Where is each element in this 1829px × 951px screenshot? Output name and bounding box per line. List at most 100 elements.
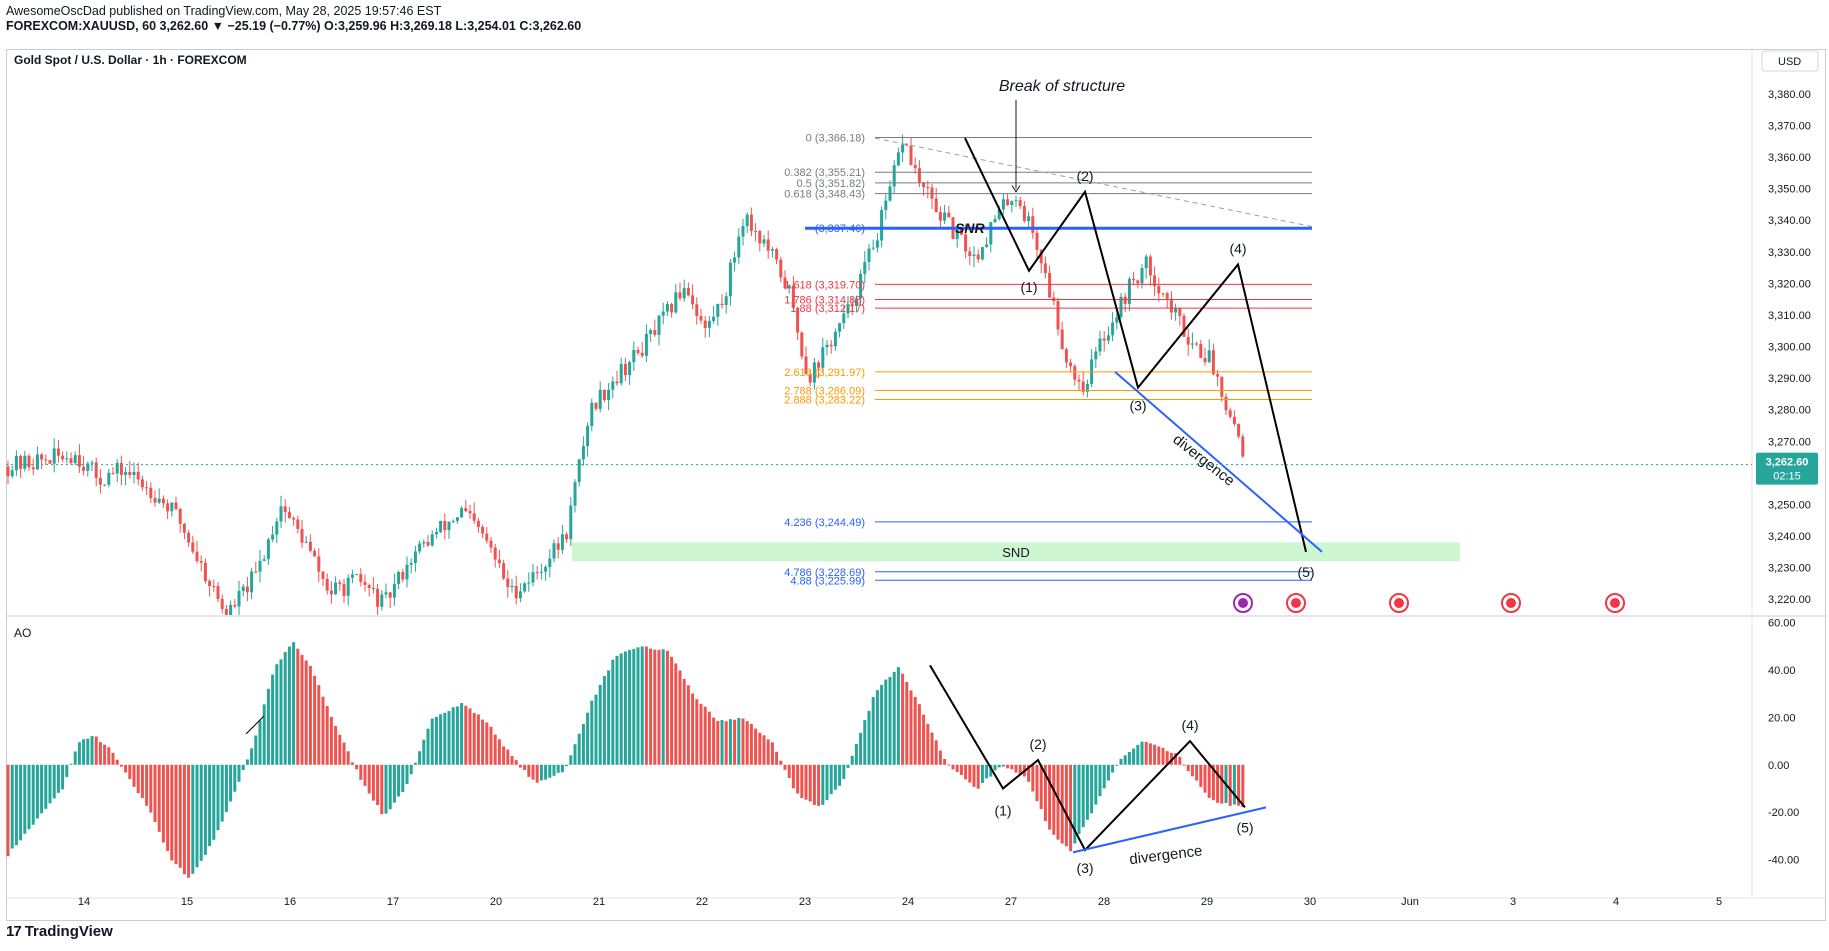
candle-body xyxy=(518,591,522,599)
candle xyxy=(203,558,207,584)
fib-level-label: (3,337.46) xyxy=(815,223,865,235)
candle-body xyxy=(250,571,254,593)
ao-bar xyxy=(552,764,556,776)
candle-body xyxy=(258,560,262,572)
ao-bar xyxy=(430,718,434,765)
candle-body xyxy=(1102,338,1106,341)
candle xyxy=(766,230,770,259)
candle xyxy=(934,187,938,213)
ao-bar xyxy=(107,747,111,765)
candle xyxy=(237,580,241,615)
candle-body xyxy=(821,347,825,368)
candle-body xyxy=(607,389,611,401)
candle-body xyxy=(943,212,947,221)
candle-body xyxy=(720,303,724,306)
candle-body xyxy=(35,454,39,470)
candle xyxy=(212,579,216,592)
candle xyxy=(632,341,636,371)
candle-body xyxy=(623,363,627,376)
candle xyxy=(1090,349,1094,388)
ao-bar xyxy=(737,717,741,765)
candle xyxy=(674,283,678,314)
ao-bar xyxy=(938,750,942,765)
ao-bar xyxy=(149,764,153,813)
candle-body xyxy=(544,567,548,572)
candle xyxy=(388,591,392,608)
candle-body xyxy=(195,551,199,562)
candle-body xyxy=(489,540,493,548)
candle-body xyxy=(317,556,321,572)
candle xyxy=(208,579,212,597)
ao-bar xyxy=(56,764,60,793)
candle-body xyxy=(94,462,98,479)
candle xyxy=(82,455,86,476)
candle-body xyxy=(1228,410,1232,417)
candle xyxy=(292,516,296,526)
ao-bar xyxy=(1123,755,1127,765)
ao-bar xyxy=(880,684,884,765)
candle xyxy=(1174,303,1178,321)
candle xyxy=(737,228,741,265)
ao-bar xyxy=(548,764,552,778)
candle xyxy=(787,284,791,294)
candle-body xyxy=(997,209,1001,219)
y-tick-label: 3,220.00 xyxy=(1768,594,1811,606)
candle-body xyxy=(455,517,459,521)
ao-bar xyxy=(1001,764,1005,767)
ao-bar xyxy=(10,764,14,849)
x-tick-label: 21 xyxy=(593,896,605,908)
candle xyxy=(430,530,434,547)
ao-bar xyxy=(565,764,569,767)
ao-bar xyxy=(720,720,724,765)
candle-body xyxy=(556,543,560,550)
ao-y-tick-label: 60.00 xyxy=(1768,618,1796,630)
candle-body xyxy=(271,534,275,540)
candle xyxy=(90,460,94,472)
ao-bar xyxy=(98,742,102,765)
candle-body xyxy=(707,320,711,328)
candle xyxy=(607,383,611,411)
ao-bar xyxy=(1228,764,1232,806)
candle xyxy=(800,331,804,360)
y-tick-label: 3,330.00 xyxy=(1768,247,1811,259)
fib-level-label: 4.236 (3,244.49) xyxy=(784,517,865,529)
candle xyxy=(170,502,174,517)
candle-body xyxy=(187,532,191,543)
ao-bar xyxy=(275,664,279,765)
candle xyxy=(556,537,560,559)
candle xyxy=(619,357,623,386)
ao-bar xyxy=(955,764,959,772)
candle xyxy=(686,282,690,297)
x-tick-label: 27 xyxy=(1005,896,1017,908)
candle-body xyxy=(665,304,669,312)
candle-body xyxy=(481,526,485,534)
x-tick-label: 29 xyxy=(1201,896,1213,908)
candle-body xyxy=(1094,351,1098,360)
candle-body xyxy=(321,571,325,579)
ao-wave-label: (4) xyxy=(1181,717,1198,733)
ao-bar xyxy=(1211,764,1215,801)
candle-body xyxy=(174,502,178,510)
candle xyxy=(69,452,73,465)
ao-bar xyxy=(119,764,123,767)
candle xyxy=(153,490,157,507)
candle xyxy=(640,341,644,359)
candle-body xyxy=(502,563,506,579)
candle xyxy=(825,340,829,356)
ao-bar xyxy=(724,721,728,765)
candle-body xyxy=(401,572,405,580)
y-tick-label: 3,370.00 xyxy=(1768,120,1811,132)
candle-body xyxy=(1010,201,1014,206)
candle-body xyxy=(880,210,884,241)
ao-bar xyxy=(464,705,468,765)
ao-bar xyxy=(762,735,766,765)
candle-body xyxy=(1224,396,1228,411)
candle xyxy=(329,581,333,604)
candle-body xyxy=(296,519,300,529)
ao-bar xyxy=(334,726,338,765)
ao-bar xyxy=(82,739,86,765)
ao-bar xyxy=(132,764,136,787)
candle-body xyxy=(980,247,984,260)
ao-bar xyxy=(1148,743,1152,765)
